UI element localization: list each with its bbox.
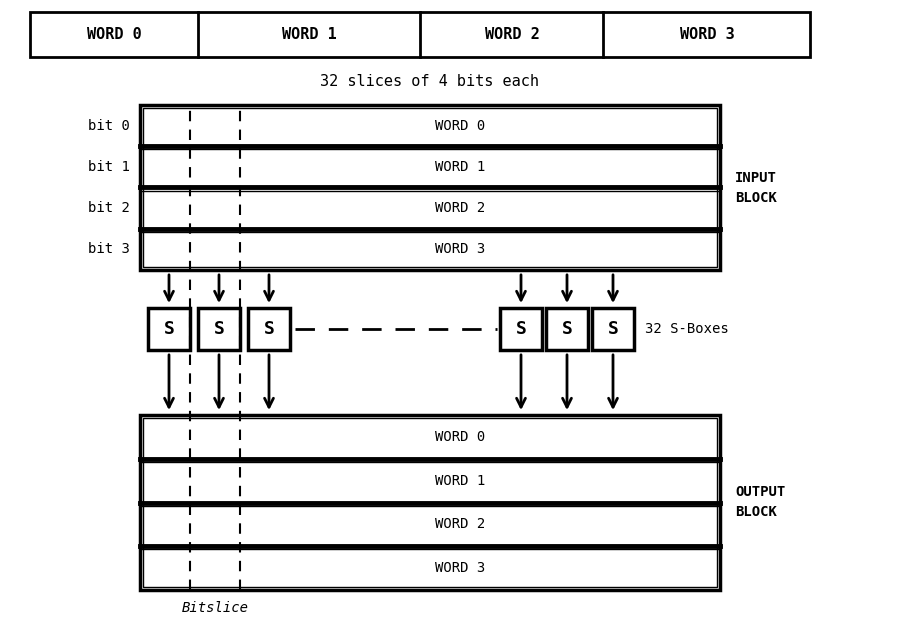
Bar xyxy=(140,105,719,270)
Text: INPUT
BLOCK: INPUT BLOCK xyxy=(734,171,776,204)
Text: S: S xyxy=(163,320,174,338)
Text: OUTPUT
BLOCK: OUTPUT BLOCK xyxy=(734,485,785,519)
Text: Bitslice: Bitslice xyxy=(181,601,248,615)
Text: WORD 1: WORD 1 xyxy=(435,474,484,488)
Text: WORD 3: WORD 3 xyxy=(679,27,733,42)
Text: 32 S-Boxes: 32 S-Boxes xyxy=(644,322,728,336)
Bar xyxy=(148,308,189,350)
Bar xyxy=(500,308,541,350)
Text: WORD 0: WORD 0 xyxy=(87,27,142,42)
Text: WORD 2: WORD 2 xyxy=(435,518,484,531)
Bar xyxy=(198,308,240,350)
Bar xyxy=(592,308,633,350)
Text: bit 3: bit 3 xyxy=(88,243,130,257)
Text: bit 1: bit 1 xyxy=(88,160,130,174)
Text: S: S xyxy=(561,320,572,338)
Text: WORD 0: WORD 0 xyxy=(435,430,484,444)
Text: WORD 3: WORD 3 xyxy=(435,561,484,575)
Bar xyxy=(143,108,716,267)
Text: WORD 1: WORD 1 xyxy=(281,27,336,42)
Text: WORD 0: WORD 0 xyxy=(435,119,484,133)
Text: WORD 1: WORD 1 xyxy=(435,160,484,174)
Text: S: S xyxy=(515,320,526,338)
Text: WORD 2: WORD 2 xyxy=(435,201,484,215)
Bar xyxy=(30,12,809,57)
Text: WORD 3: WORD 3 xyxy=(435,243,484,257)
Bar xyxy=(140,415,719,590)
Text: WORD 2: WORD 2 xyxy=(484,27,538,42)
Bar xyxy=(546,308,587,350)
Text: bit 2: bit 2 xyxy=(88,201,130,215)
Text: bit 0: bit 0 xyxy=(88,119,130,133)
Bar xyxy=(248,308,290,350)
Bar xyxy=(143,418,716,587)
Text: S: S xyxy=(263,320,274,338)
Text: S: S xyxy=(607,320,618,338)
Text: 32 slices of 4 bits each: 32 slices of 4 bits each xyxy=(320,74,538,90)
Text: S: S xyxy=(214,320,225,338)
